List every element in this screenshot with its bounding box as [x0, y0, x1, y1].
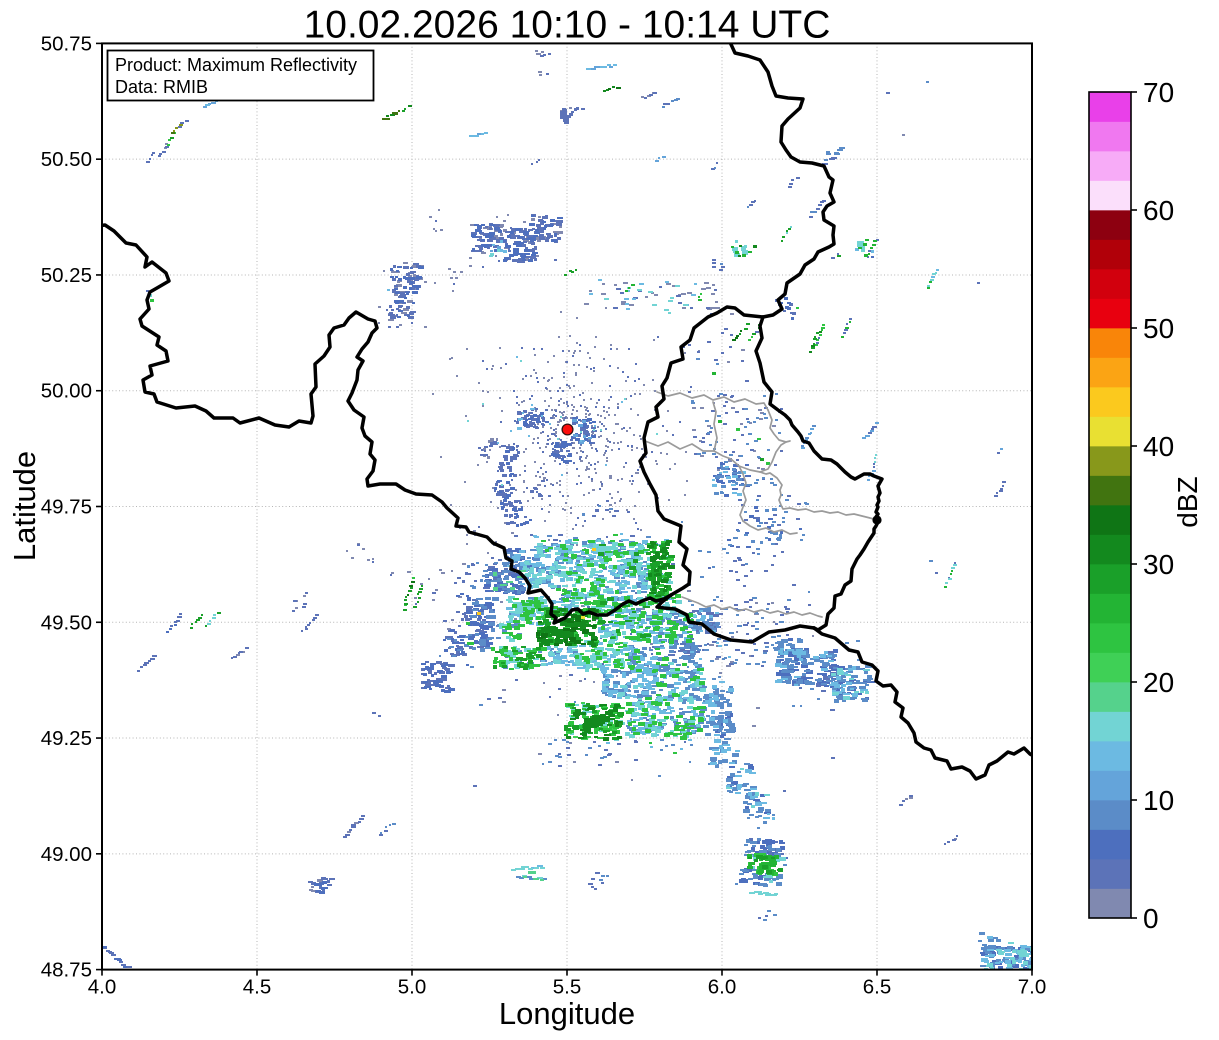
- svg-text:10.02.2026 10:10 - 10:14 UTC: 10.02.2026 10:10 - 10:14 UTC: [304, 4, 831, 47]
- svg-text:40: 40: [1143, 431, 1174, 462]
- svg-text:Product: Maximum Reflectivity: Product: Maximum Reflectivity: [115, 55, 357, 75]
- svg-text:5.5: 5.5: [553, 976, 582, 999]
- svg-text:6.5: 6.5: [863, 976, 892, 999]
- svg-text:5.0: 5.0: [398, 976, 427, 999]
- svg-text:10: 10: [1143, 785, 1174, 816]
- svg-text:Data: RMIB: Data: RMIB: [115, 77, 208, 97]
- svg-text:50.00: 50.00: [41, 380, 92, 403]
- svg-text:0: 0: [1143, 903, 1159, 934]
- svg-text:Longitude: Longitude: [499, 996, 635, 1031]
- svg-text:49.25: 49.25: [41, 727, 92, 750]
- svg-text:49.75: 49.75: [41, 496, 92, 519]
- svg-text:50.75: 50.75: [41, 32, 92, 55]
- svg-text:20: 20: [1143, 667, 1174, 698]
- svg-text:6.0: 6.0: [708, 976, 737, 999]
- svg-text:4.0: 4.0: [88, 976, 117, 999]
- svg-text:dBZ: dBZ: [1172, 476, 1203, 527]
- svg-text:50.50: 50.50: [41, 148, 92, 171]
- svg-text:49.00: 49.00: [41, 843, 92, 866]
- svg-text:50: 50: [1143, 313, 1174, 344]
- svg-text:48.75: 48.75: [41, 959, 92, 982]
- svg-text:30: 30: [1143, 549, 1174, 580]
- svg-text:50.25: 50.25: [41, 264, 92, 287]
- svg-text:7.0: 7.0: [1018, 976, 1047, 999]
- svg-text:49.50: 49.50: [41, 611, 92, 634]
- svg-text:Latitude: Latitude: [7, 451, 42, 561]
- svg-text:70: 70: [1143, 77, 1174, 108]
- svg-text:60: 60: [1143, 195, 1174, 226]
- svg-text:4.5: 4.5: [243, 976, 272, 999]
